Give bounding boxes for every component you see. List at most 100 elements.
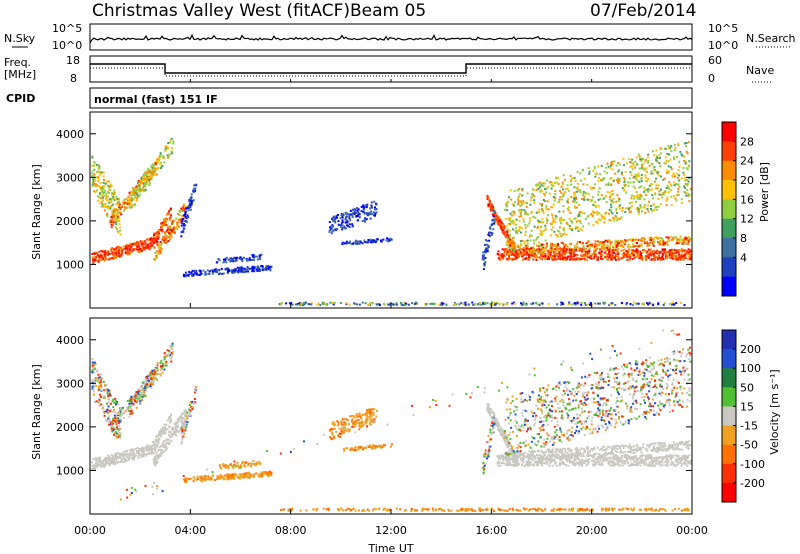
data-cell xyxy=(135,242,138,245)
data-cell xyxy=(575,249,578,252)
data-cell xyxy=(93,384,96,387)
data-cell xyxy=(669,147,671,149)
data-cell xyxy=(297,303,300,306)
data-cell xyxy=(636,194,639,197)
data-cell xyxy=(502,254,505,257)
data-cell xyxy=(167,353,170,356)
data-cell xyxy=(241,260,244,262)
data-cell xyxy=(602,246,605,249)
data-cell xyxy=(99,460,102,463)
data-cell xyxy=(118,220,121,222)
data-cell xyxy=(562,233,565,236)
data-cell xyxy=(134,396,137,399)
data-cell xyxy=(114,255,116,258)
data-cell xyxy=(364,220,366,223)
data-cell xyxy=(532,258,535,261)
data-cell xyxy=(226,270,229,273)
data-cell xyxy=(667,147,670,150)
data-cell xyxy=(680,153,683,156)
data-cell xyxy=(110,454,113,457)
data-cell xyxy=(132,191,135,194)
data-cell xyxy=(115,419,118,422)
data-cell xyxy=(151,244,153,247)
data-cell xyxy=(589,301,592,304)
data-cell xyxy=(634,177,637,180)
data-cell xyxy=(113,189,116,192)
data-cell xyxy=(169,138,172,141)
data-cell xyxy=(637,153,640,156)
data-cell xyxy=(597,165,600,168)
colorbar-swatch xyxy=(722,218,736,239)
data-cell xyxy=(162,364,165,367)
data-cell xyxy=(677,250,680,252)
data-cell xyxy=(673,156,676,159)
data-cell xyxy=(344,227,347,230)
data-cell xyxy=(508,244,511,247)
data-cell xyxy=(613,160,616,163)
data-cell xyxy=(496,253,499,256)
data-cell xyxy=(666,251,669,254)
data-cell xyxy=(504,248,506,251)
data-cell xyxy=(138,241,141,244)
data-cell xyxy=(192,199,195,202)
data-cell xyxy=(567,201,569,204)
data-cell xyxy=(573,250,576,253)
data-cell xyxy=(676,254,679,257)
data-cell xyxy=(102,256,105,259)
data-cell xyxy=(291,303,294,306)
data-cell xyxy=(123,248,126,251)
data-cell xyxy=(116,401,118,403)
data-cell xyxy=(668,171,671,174)
data-cell xyxy=(119,229,121,232)
data-cell xyxy=(259,257,261,260)
data-cell xyxy=(343,242,346,245)
data-cell xyxy=(431,302,434,305)
data-cell xyxy=(137,196,140,198)
data-cell xyxy=(631,168,634,171)
data-cell xyxy=(106,212,109,215)
data-cell xyxy=(156,444,159,447)
data-cell xyxy=(678,179,681,182)
data-cell xyxy=(684,183,687,185)
data-cell xyxy=(514,245,517,248)
data-cell xyxy=(237,271,240,274)
data-cell xyxy=(558,254,561,257)
data-cell xyxy=(688,160,691,163)
data-cell xyxy=(134,447,137,450)
data-cell xyxy=(649,252,652,255)
data-cell xyxy=(329,301,332,304)
data-cell xyxy=(234,270,237,273)
data-cell xyxy=(364,302,367,305)
data-cell xyxy=(677,188,680,190)
data-cell xyxy=(140,389,143,391)
data-cell xyxy=(103,410,106,413)
data-cell xyxy=(648,244,651,247)
data-cell xyxy=(107,459,110,461)
data-cell xyxy=(135,454,137,457)
data-cell xyxy=(595,245,598,248)
data-cell xyxy=(97,179,100,182)
data-cell xyxy=(164,223,167,226)
data-cell xyxy=(370,204,373,207)
data-cell xyxy=(141,381,144,384)
data-cell xyxy=(98,376,101,379)
data-cell xyxy=(677,169,680,171)
data-cell xyxy=(143,387,146,390)
data-cell xyxy=(145,454,148,457)
data-cell xyxy=(517,200,520,202)
data-cell xyxy=(503,252,506,255)
data-cell xyxy=(233,256,236,259)
data-cell xyxy=(95,251,98,254)
data-cell xyxy=(484,239,487,241)
data-cell xyxy=(93,466,96,469)
data-cell xyxy=(162,236,165,239)
data-cell xyxy=(117,231,120,234)
data-cell xyxy=(592,257,595,260)
data-cell xyxy=(143,180,146,182)
data-cell xyxy=(113,257,116,260)
data-cell xyxy=(316,303,319,306)
data-cell xyxy=(644,158,647,161)
data-cell xyxy=(166,156,169,159)
data-cell xyxy=(164,234,167,237)
data-cell xyxy=(567,223,569,226)
